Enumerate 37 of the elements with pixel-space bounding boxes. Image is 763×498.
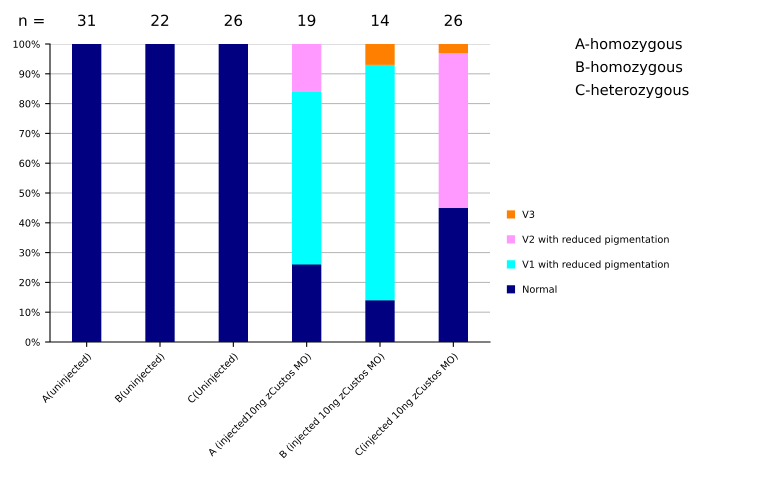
bar [145, 44, 175, 342]
bar [365, 300, 395, 342]
y-tick-label: 10% [20, 308, 40, 316]
text: A-homozygous [575, 38, 682, 52]
y-tick-label: 20% [19, 278, 40, 286]
y-tick-label: 90% [19, 70, 40, 78]
text: 31 [78, 14, 95, 26]
text: 26 [444, 14, 462, 26]
legend-label: V2 with reduced pigmentation [522, 235, 669, 245]
bar [438, 52, 468, 208]
y-tick-label: 40% [19, 219, 40, 227]
text: C-heterozygous [576, 84, 689, 98]
bar [292, 44, 322, 92]
legend-label: Normal [523, 285, 556, 293]
bar [292, 264, 322, 342]
bar [438, 44, 468, 53]
bar [218, 44, 248, 342]
y-tick-label: 80% [19, 100, 40, 108]
text: 22 [151, 14, 168, 26]
y-tick-label: 100% [14, 40, 40, 48]
y-tick-label: 60% [19, 160, 40, 168]
bar [365, 64, 395, 300]
y-tick-label: 30% [19, 249, 40, 256]
text: n = [19, 17, 44, 26]
legend-label: V1 with reduced pigmentation [522, 260, 669, 270]
text: B-homozygous [576, 60, 682, 76]
y-tick-label: 70% [19, 130, 40, 138]
bar [72, 44, 102, 342]
y-tick-label: 0% [25, 338, 40, 346]
legend-label: V3 [522, 210, 534, 218]
text: 19 [298, 14, 316, 26]
bar [292, 92, 322, 265]
text: 14 [372, 14, 389, 26]
bar [365, 44, 395, 65]
text: 26 [224, 14, 242, 26]
bar [438, 208, 468, 342]
y-tick-label: 50% [19, 189, 40, 197]
